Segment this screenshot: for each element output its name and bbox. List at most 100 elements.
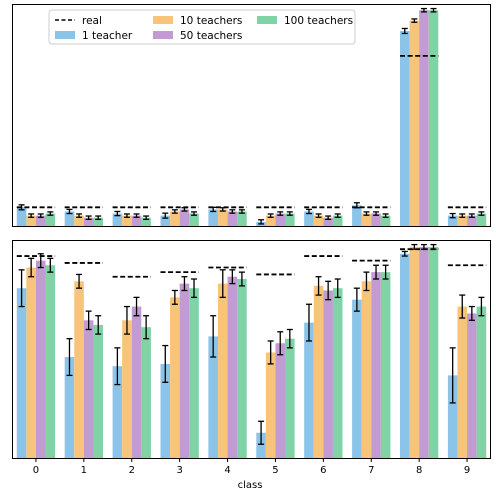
bar-bottom-100-teachers-class-7	[380, 272, 391, 458]
bar-top-50-teachers-class-1	[83, 217, 94, 226]
errorbar-bottom-1-teacher-class-2	[114, 347, 121, 386]
x-axis-ticks: 0 1 2 3 4 5 6 7 8 9	[33, 458, 470, 476]
legend-label-50-teachers: 50 teachers	[180, 30, 242, 42]
bar-top-10-teachers-class-5	[265, 215, 276, 226]
bar-bottom-1-teacher-class-1	[64, 357, 75, 458]
bar-bottom-10-teachers-class-3	[170, 297, 180, 458]
bar-bottom-1-teacher-class-9	[447, 375, 458, 458]
errorbar-bottom-50-teachers-class-6	[325, 280, 332, 301]
errorbar-top-50-teachers-class-1	[85, 215, 92, 221]
errorbar-top-50-teachers-class-9	[468, 213, 475, 218]
x-axis-label: class	[238, 480, 263, 491]
errorbar-bottom-10-teachers-class-5	[267, 340, 274, 365]
bar-top-100-teachers-class-9	[476, 213, 487, 226]
legend-label-1-teacher: 1 teacher	[82, 30, 133, 42]
errorbar-bottom-10-teachers-class-4	[219, 269, 226, 299]
legend-label-real: real	[82, 15, 102, 27]
bar-top-1-teacher-class-3	[160, 215, 171, 226]
errorbar-top-10-teachers-class-5	[267, 213, 274, 218]
bar-top-50-teachers-class-3	[179, 209, 190, 226]
errorbar-top-10-teachers-class-9	[459, 213, 466, 218]
bar-top-100-teachers-class-8	[428, 10, 439, 226]
errorbar-top-1-teacher-class-2	[114, 210, 121, 217]
errorbar-top-10-teachers-class-2	[123, 213, 130, 218]
bar-top-1-teacher-class-8	[399, 30, 410, 227]
errorbar-top-10-teachers-class-8	[411, 18, 418, 23]
bar-bottom-50-teachers-class-7	[371, 272, 381, 458]
bar-bottom-100-teachers-class-3	[189, 288, 199, 458]
errorbar-top-50-teachers-class-4	[229, 209, 236, 214]
bar-bottom-1-teacher-class-3	[160, 363, 171, 458]
errorbar-bottom-50-teachers-class-4	[229, 269, 236, 285]
bar-bottom-100-teachers-class-4	[237, 279, 247, 458]
errorbar-top-50-teachers-class-6	[325, 215, 332, 221]
errorbar-top-100-teachers-class-5	[286, 211, 293, 216]
errorbar-bottom-50-teachers-class-2	[133, 296, 140, 317]
bar-bottom-100-teachers-class-6	[332, 288, 343, 458]
bar-top-100-teachers-class-5	[285, 213, 295, 226]
bar-top-50-teachers-class-2	[131, 215, 142, 226]
x-tick-label-2: 2	[129, 465, 135, 476]
errorbar-bottom-50-teachers-class-5	[277, 331, 284, 356]
errorbar-top-50-teachers-class-3	[181, 207, 188, 212]
errorbar-bottom-100-teachers-class-7	[382, 264, 389, 280]
errorbar-top-100-teachers-class-3	[191, 211, 198, 216]
bar-top-1-teacher-class-9	[447, 215, 458, 226]
bar-top-50-teachers-class-6	[323, 217, 333, 226]
errorbar-bottom-10-teachers-class-7	[363, 271, 370, 292]
legend-label-100-teachers: 100 teachers	[284, 15, 353, 27]
x-tick-label-8: 8	[416, 465, 422, 476]
bar-top-10-teachers-class-9	[457, 215, 468, 226]
errorbar-bottom-50-teachers-class-1	[85, 310, 92, 331]
errorbar-top-100-teachers-class-6	[334, 213, 341, 218]
errorbar-bottom-100-teachers-class-5	[286, 328, 293, 349]
errorbar-bottom-100-teachers-class-9	[478, 296, 485, 317]
bar-top-100-teachers-class-2	[141, 217, 151, 226]
errorbar-bottom-50-teachers-class-3	[181, 276, 188, 292]
errorbar-top-1-teacher-class-9	[449, 212, 456, 219]
bar-top-1-teacher-class-4	[208, 209, 218, 226]
bar-bottom-50-teachers-class-2	[131, 306, 142, 458]
errorbar-bottom-1-teacher-class-9	[449, 347, 456, 404]
errorbar-top-10-teachers-class-6	[315, 213, 322, 218]
bar-top-1-teacher-class-0	[16, 207, 27, 226]
errorbar-bottom-10-teachers-class-2	[123, 305, 130, 335]
bar-top-10-teachers-class-6	[313, 215, 324, 226]
bar-bottom-10-teachers-class-1	[74, 281, 84, 458]
errorbar-top-100-teachers-class-8	[430, 7, 437, 13]
bar-top-100-teachers-class-3	[189, 213, 199, 226]
bar-top-10-teachers-class-3	[170, 211, 180, 226]
x-tick-label-9: 9	[464, 465, 470, 476]
bar-bottom-10-teachers-class-7	[361, 281, 372, 458]
bar-top-100-teachers-class-4	[237, 211, 247, 226]
errorbar-bottom-1-teacher-class-8	[401, 250, 408, 257]
legend-swatch-100-teachers	[257, 16, 277, 24]
bar-bottom-50-teachers-class-8	[419, 246, 429, 458]
errorbar-top-10-teachers-class-3	[171, 209, 178, 214]
bar-top-10-teachers-class-7	[361, 213, 372, 226]
bar-bottom-1-teacher-class-2	[112, 366, 123, 458]
errorbar-top-1-teacher-class-5	[258, 219, 265, 225]
errorbar-top-50-teachers-class-8	[420, 7, 427, 13]
legend-swatch-10-teachers	[153, 16, 173, 24]
errorbar-bottom-100-teachers-class-3	[191, 278, 198, 299]
errorbar-top-100-teachers-class-1	[95, 215, 102, 221]
x-tick-label-5: 5	[272, 465, 278, 476]
errorbar-top-1-teacher-class-6	[305, 208, 312, 215]
bar-bottom-1-teacher-class-7	[352, 299, 362, 458]
bar-bottom-1-teacher-class-8	[399, 253, 410, 458]
errorbar-bottom-1-teacher-class-6	[305, 303, 312, 342]
x-tick-label-7: 7	[368, 465, 374, 476]
x-tick-label-6: 6	[320, 465, 326, 476]
bar-top-100-teachers-class-1	[93, 217, 104, 226]
bar-bottom-50-teachers-class-3	[179, 283, 190, 458]
errorbar-bottom-10-teachers-class-9	[459, 294, 466, 319]
x-tick-label-4: 4	[224, 465, 230, 476]
errorbar-bottom-100-teachers-class-0	[47, 257, 54, 273]
bar-top-100-teachers-class-0	[45, 213, 56, 226]
legend: real 1 teacher 10 teachers 50 teachers 100 t…	[48, 9, 356, 45]
errorbar-bottom-100-teachers-class-6	[334, 278, 341, 299]
bar-bottom-100-teachers-class-8	[428, 246, 439, 458]
errorbar-top-10-teachers-class-4	[219, 207, 226, 212]
